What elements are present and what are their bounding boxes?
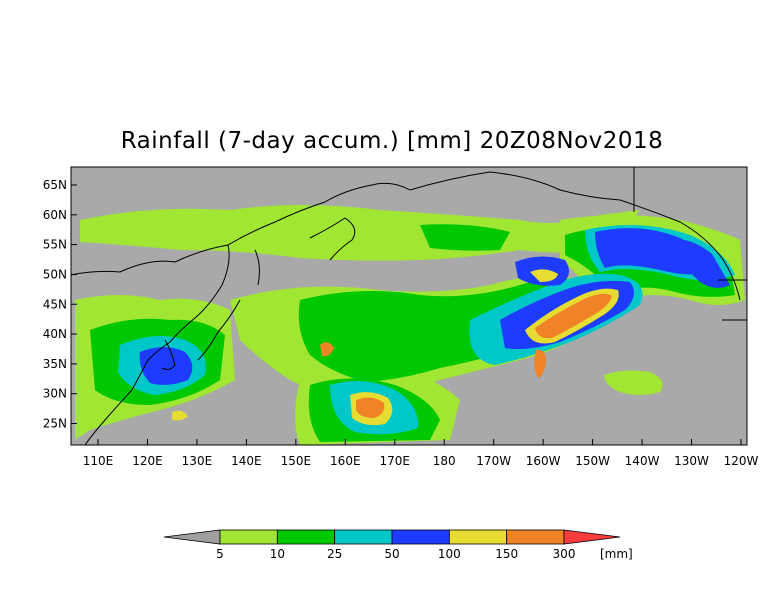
lon-tick-label: 150E [281,454,312,468]
colorbar-level-label: 25 [327,547,342,561]
lon-tick-label: 180 [433,454,456,468]
lon-tick-label: 120E [132,454,163,468]
lon-tick-label: 160W [526,454,561,468]
lon-tick-label: 170W [476,454,511,468]
lon-tick-label: 150W [575,454,610,468]
coastlines [71,167,747,445]
rain-150-300mm [320,293,612,418]
colorbar-swatch [219,529,278,545]
rainfall-field [75,205,745,445]
colorbar-level-label: 300 [553,547,576,561]
colorbar-high-triangle [563,529,621,545]
colorbar-level-label: 100 [438,547,461,561]
colorbar-swatch [334,529,393,545]
lon-tick-label: 170E [380,454,411,468]
map-frame [70,166,748,446]
lon-tick-label: 130W [674,454,709,468]
lon-tick-label: 140W [625,454,660,468]
lat-tick-label: 30N [43,387,67,401]
lat-tick-label: 65N [43,178,67,192]
colorbar-low-triangle [163,529,221,545]
lon-tick-label: 160E [330,454,361,468]
colorbar-swatch [448,529,508,545]
lat-tick-label: 45N [43,297,67,311]
colorbar-level-label: 5 [216,547,224,561]
colorbar-swatch [276,529,336,545]
lat-tick-label: 50N [43,267,67,281]
colorbar-swatch [391,529,450,545]
lon-tick-label: 120W [724,454,759,468]
longitude-ticks: 110E 120E 130E 140E 150E 160E 170E 180 170W 160W 1… [83,439,759,468]
latitude-ticks: 25N 30N 35N 40N 45N 50N 55N 60N 65N [43,178,77,431]
colorbar: 5 10 25 50 100 150 300 [mm] [163,529,633,561]
colorbar-unit-label: [mm] [600,547,633,561]
lat-tick-label: 25N [43,417,67,431]
colorbar-level-label: 150 [495,547,518,561]
lat-tick-label: 55N [43,238,67,252]
lat-tick-label: 60N [43,208,67,222]
lon-tick-label: 110E [83,454,114,468]
colorbar-level-label: 50 [384,547,399,561]
map-title: Rainfall (7-day accum.) [mm] 20Z08Nov201… [120,128,664,154]
lat-tick-label: 35N [43,357,67,371]
lat-tick-label: 40N [43,327,67,341]
lon-tick-label: 140E [231,454,262,468]
colorbar-swatch [506,529,565,545]
colorbar-level-label: 10 [270,547,285,561]
lon-tick-label: 130E [182,454,213,468]
